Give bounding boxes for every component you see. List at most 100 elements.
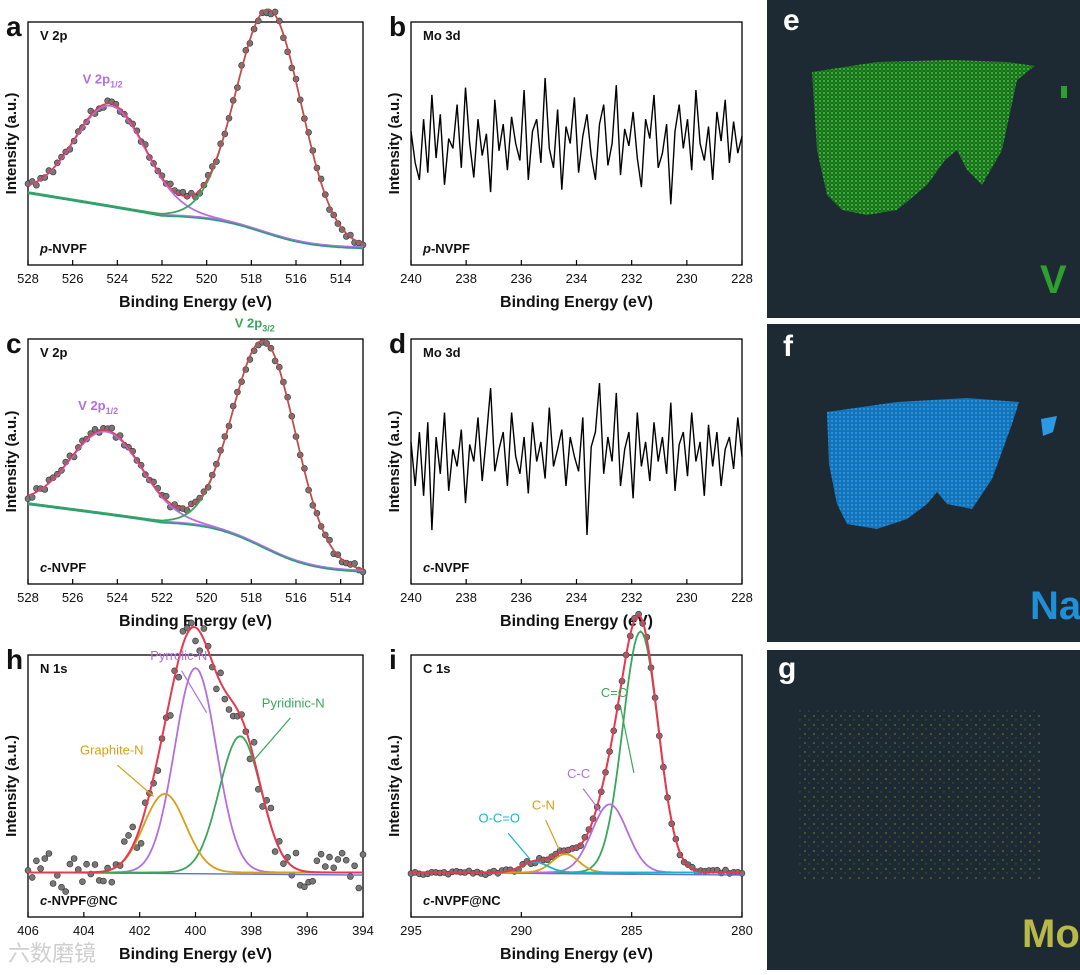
- x-tick-label-d: 228: [731, 590, 753, 605]
- x-tick-label-c: 528: [17, 590, 39, 605]
- arrow-c-n: [545, 819, 560, 850]
- peak-label-v2p32-c: V 2p3/2: [235, 315, 275, 333]
- data-point-h: [334, 856, 342, 863]
- peak-label-v2p12-c: V 2p1/2: [78, 398, 118, 416]
- label-o-c-o: O-C=O: [478, 811, 520, 826]
- data-point-h: [338, 849, 346, 857]
- data-point-h: [91, 861, 99, 868]
- component-graphite-n-h: [28, 792, 363, 874]
- data-point-h: [301, 883, 308, 891]
- plot-frame-i: [410, 654, 743, 918]
- y-axis-label-c: Intensity (a.u.): [3, 411, 20, 513]
- x-tick-label-h: 394: [352, 923, 374, 938]
- x-tick-label-c: 514: [330, 590, 352, 605]
- map-element-v: V: [1040, 258, 1067, 302]
- x-tick-label-b: 234: [566, 271, 588, 286]
- data-point-h: [70, 855, 78, 862]
- x-tick-label-h: 402: [129, 923, 151, 938]
- v-element-map: [812, 60, 1067, 215]
- data-point-h: [41, 855, 49, 862]
- panel-letter-d: d: [389, 328, 406, 359]
- na-element-map: [827, 398, 1057, 529]
- data-point-h: [188, 619, 195, 627]
- x-tick-label-c: 516: [285, 590, 307, 605]
- x-tick-label-b: 238: [455, 271, 477, 286]
- data-point-h: [330, 864, 338, 872]
- x-axis-label-c: Binding Energy (eV): [119, 613, 272, 630]
- x-tick-label-a: 520: [196, 271, 218, 286]
- x-tick-label-c: 522: [151, 590, 173, 605]
- data-point-h: [45, 850, 53, 857]
- data-point-h: [196, 647, 203, 655]
- v2p32-component-c: [27, 339, 364, 570]
- fit-envelope-i: [411, 613, 742, 874]
- component-pyridinic-n-h: [28, 735, 363, 874]
- x-tick-label-a: 526: [62, 271, 84, 286]
- x-tick-label-b: 236: [510, 271, 532, 286]
- y-axis-label-h: Intensity (a.u.): [3, 735, 20, 837]
- data-point-h: [37, 865, 44, 872]
- plot-frame-c: [27, 338, 364, 585]
- v-map-fragment: [1061, 86, 1067, 98]
- shirley-background-c: [27, 503, 364, 573]
- x-axis-label-i: Binding Energy (eV): [500, 946, 653, 963]
- mo-3d-trace-d: [410, 383, 743, 536]
- peak-label-v2p12-a: V 2p1/2: [83, 72, 123, 90]
- x-tick-label-c: 520: [196, 590, 218, 605]
- data-point-h: [200, 625, 208, 632]
- fit-envelope-c: [27, 339, 364, 570]
- peak-label-v2p32-a: V 2p3/2: [239, 0, 279, 2]
- map-panel-g: [767, 650, 1080, 970]
- panel-letter-g: g: [778, 652, 797, 685]
- data-point-h: [225, 706, 233, 713]
- x-tick-label-b: 230: [676, 271, 698, 286]
- data-point-h: [317, 850, 325, 858]
- data-point-h: [28, 874, 36, 881]
- arrow-o-c-o: [507, 832, 531, 860]
- data-point-h: [221, 695, 229, 703]
- mo-map-dots: [797, 710, 1042, 880]
- data-point-h: [321, 863, 329, 870]
- na-map-shape: [827, 398, 1019, 529]
- data-point-h: [66, 860, 74, 868]
- data-point-c: [108, 424, 116, 432]
- mo-element-map: [797, 710, 1042, 880]
- panel-letter-b: b: [389, 11, 406, 42]
- shirley-background-a: [27, 192, 363, 250]
- x-tick-label-i: 290: [510, 923, 532, 938]
- data-point-h: [129, 823, 136, 831]
- y-axis-label-i: Intensity (a.u.): [386, 735, 403, 837]
- data-point-h: [192, 637, 199, 645]
- x-tick-label-h: 400: [185, 923, 207, 938]
- data-point-h: [175, 673, 182, 681]
- panel-letter-i: i: [389, 644, 397, 675]
- panel-letter-e: e: [783, 4, 800, 37]
- x-tick-label-a: 516: [285, 271, 307, 286]
- x-tick-label-d: 240: [400, 590, 422, 605]
- arrow-pyrrolic-n: [181, 670, 208, 713]
- sample-label-c: c-NVPF: [40, 560, 86, 575]
- label-graphite-n: Graphite-N: [80, 743, 144, 758]
- x-tick-label-d: 230: [676, 590, 698, 605]
- na-map-fragment: [1041, 416, 1057, 436]
- x-tick-label-i: 285: [621, 923, 643, 938]
- map-element-mo: Mo: [1022, 912, 1080, 956]
- watermark: 六数磨镜: [8, 942, 97, 967]
- data-point-h: [267, 804, 275, 812]
- map-element-na: Na: [1030, 584, 1080, 628]
- v-map-shape: [812, 60, 1035, 215]
- label-c-db-c: C=C: [601, 685, 627, 700]
- data-point-h: [271, 848, 279, 855]
- data-point-h: [355, 884, 363, 892]
- data-point-h: [313, 857, 321, 865]
- x-tick-label-h: 404: [73, 923, 95, 938]
- label-pyridinic-n: Pyridinic-N: [262, 695, 325, 710]
- data-point-h: [292, 849, 300, 857]
- data-point-h: [79, 878, 86, 886]
- panel-letter-a: a: [6, 11, 22, 42]
- x-tick-label-b: 232: [621, 271, 643, 286]
- y-axis-label-d: Intensity (a.u.): [386, 411, 403, 513]
- data-point-h: [108, 878, 116, 886]
- x-tick-label-c: 526: [62, 590, 84, 605]
- sample-label-d: c-NVPF: [423, 560, 469, 575]
